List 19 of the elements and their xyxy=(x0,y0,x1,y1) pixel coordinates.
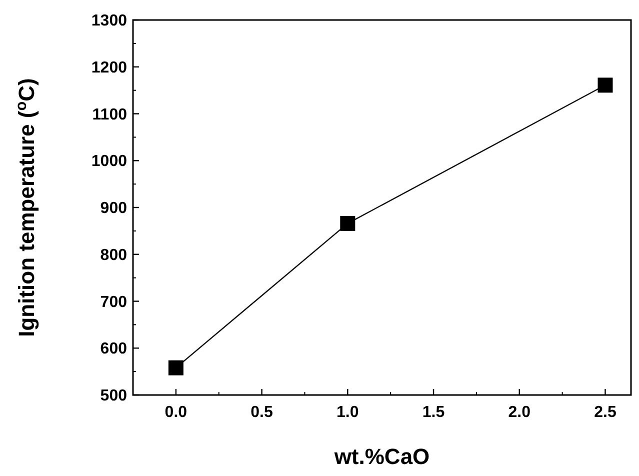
x-axis-title: wt.%CaO xyxy=(333,444,430,469)
x-tick-label: 1.5 xyxy=(422,404,445,421)
point xyxy=(340,216,356,231)
x-tick-label: 2.0 xyxy=(508,404,531,421)
x-tick-label: 2.5 xyxy=(594,404,616,421)
y-tick-label: 700 xyxy=(100,294,128,311)
y-tick-label: 800 xyxy=(100,246,128,264)
x-tick-label: 1.0 xyxy=(336,404,359,421)
x-tick-label: 0.0 xyxy=(164,404,188,421)
y-tick-label: 500 xyxy=(100,388,128,405)
y-tick-label: 1300 xyxy=(91,12,128,30)
y-tick-label: 1000 xyxy=(91,153,128,170)
y-tick-label: 900 xyxy=(100,200,128,218)
point xyxy=(598,78,613,93)
y-tick-label: 1100 xyxy=(92,106,128,124)
point xyxy=(168,360,184,376)
y-tick-label: 1200 xyxy=(91,59,128,76)
y-tick-label: 600 xyxy=(100,340,128,358)
x-tick-label: 0.5 xyxy=(250,404,274,421)
